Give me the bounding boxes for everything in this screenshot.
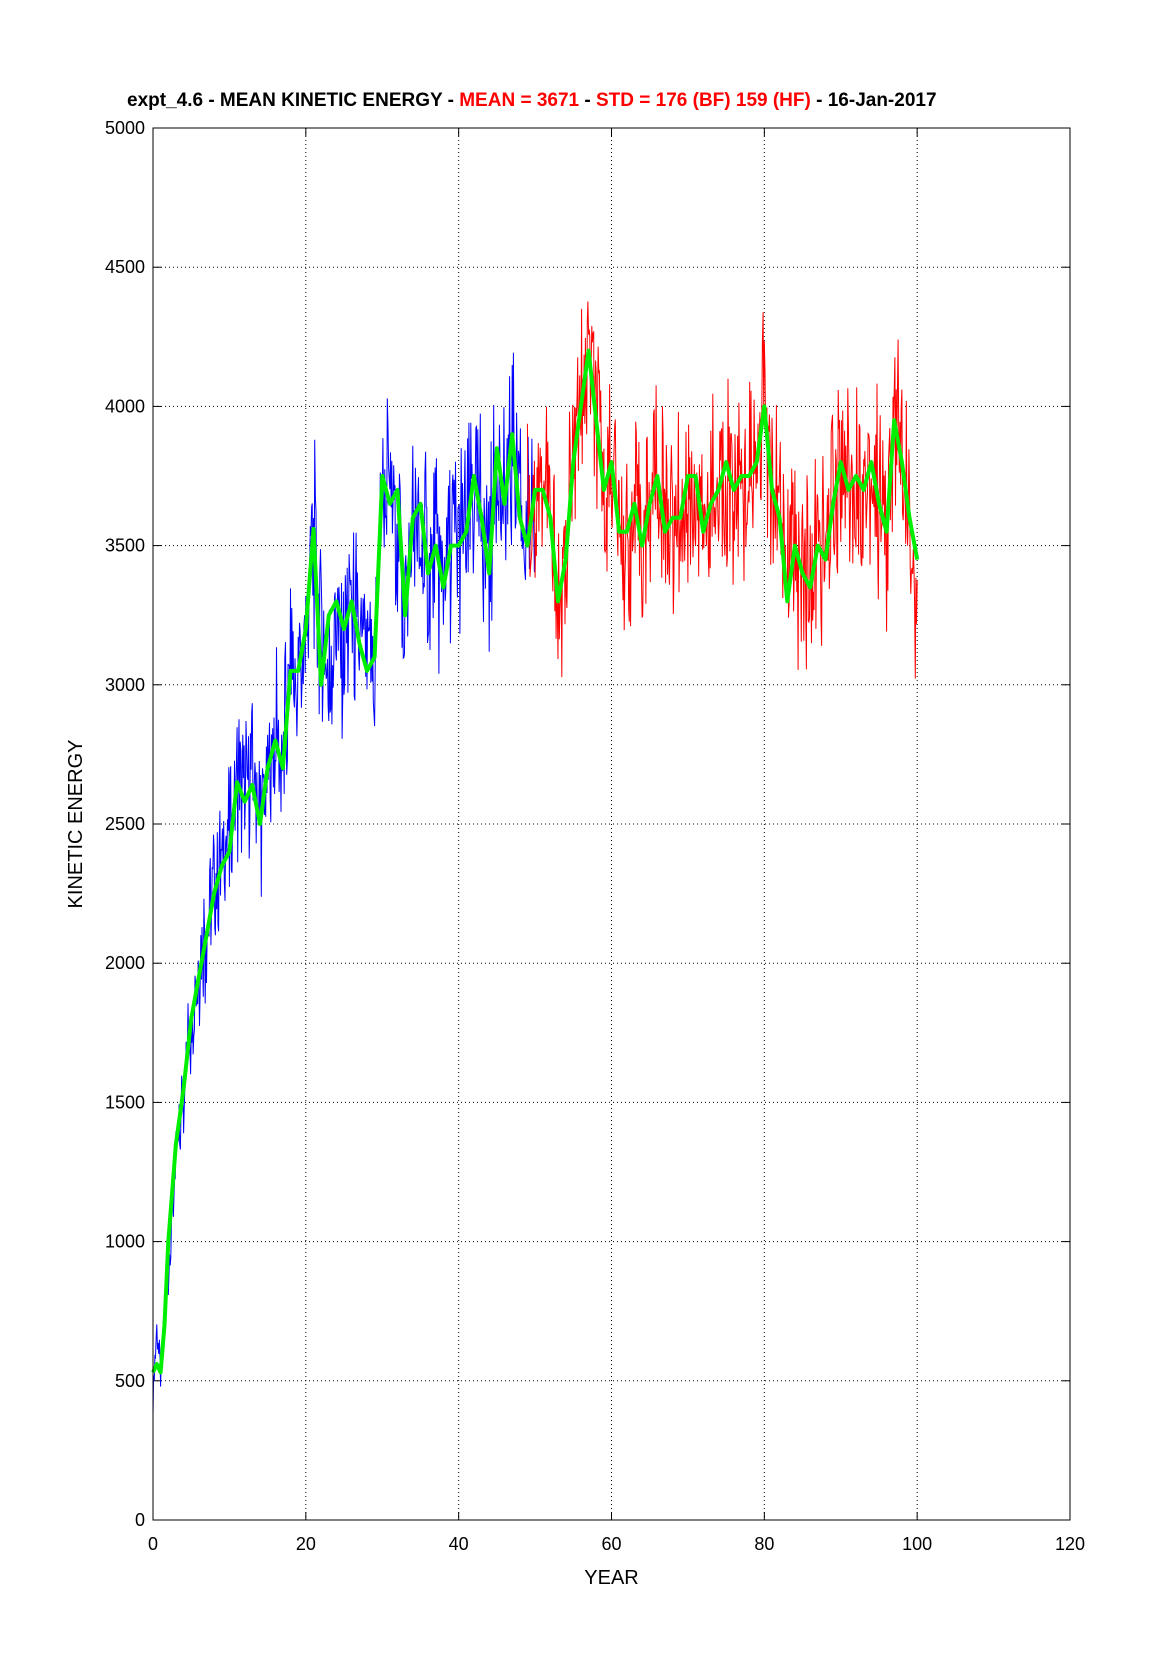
plot-frame <box>152 127 1071 1521</box>
y-tick-labels: 0 500 1000 1500 2000 2500 3000 3500 4000 4500 5000 <box>105 118 145 1530</box>
blue-series-line <box>152 352 536 1417</box>
title-std: STD = 176 (BF) 159 (HF) <box>596 90 811 111</box>
y-tick-label: 2000 <box>105 953 145 973</box>
x-tick-label: 60 <box>601 1534 621 1554</box>
y-tick-label: 3500 <box>105 536 145 556</box>
y-tick-label: 5000 <box>105 118 145 138</box>
series-group <box>151 301 920 1417</box>
y-tick-label: 4500 <box>105 257 145 277</box>
grid <box>153 128 1070 1520</box>
x-tick-label: 100 <box>902 1534 932 1554</box>
title-sep: - <box>579 90 596 111</box>
red-series-line <box>526 301 918 679</box>
x-tick-label: 40 <box>449 1534 469 1554</box>
title-suffix: - 16-Jan-2017 <box>811 90 937 111</box>
smoothed-series-line <box>151 348 920 1375</box>
x-tick-label: 80 <box>754 1534 774 1554</box>
y-tick-label: 0 <box>135 1510 145 1530</box>
y-tick-label: 3000 <box>105 675 145 695</box>
x-tick-label: 20 <box>296 1534 316 1554</box>
y-tick-label: 2500 <box>105 814 145 834</box>
y-tick-label: 1000 <box>105 1232 145 1252</box>
x-axis-label: YEAR <box>584 1567 638 1589</box>
y-axis-label: KINETIC ENERGY <box>65 740 87 909</box>
title-prefix: expt_4.6 - MEAN KINETIC ENERGY - <box>127 90 459 111</box>
y-tick-label: 1500 <box>105 1092 145 1112</box>
y-tick-label: 4000 <box>105 396 145 416</box>
x-tick-label: 120 <box>1055 1534 1085 1554</box>
x-tick-label: 0 <box>148 1534 158 1554</box>
x-tick-labels: 0 20 40 60 80 100 120 <box>148 1534 1085 1554</box>
title-mean: MEAN = 3671 <box>459 90 579 111</box>
chart-title: expt_4.6 - MEAN KINETIC ENERGY - MEAN = … <box>127 90 937 111</box>
y-tick-label: 500 <box>115 1371 145 1391</box>
